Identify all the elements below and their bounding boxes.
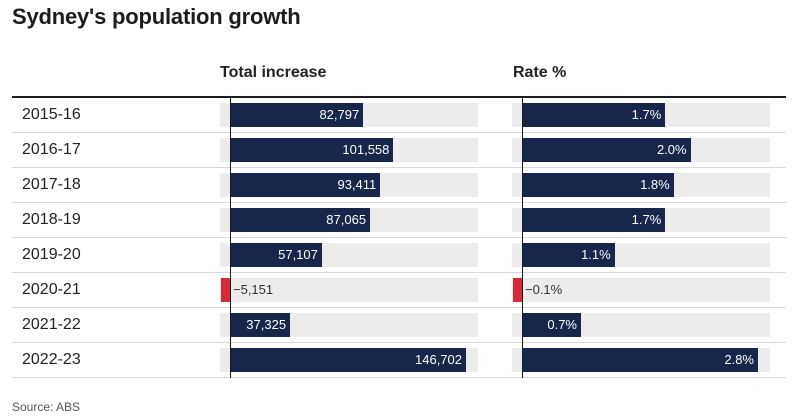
rate-value: 1.7% [631, 107, 662, 122]
table-row: 2018-19 87,065 1.7% [12, 203, 786, 238]
total-increase-track: 82,797 [220, 103, 478, 127]
year-label: 2016-17 [22, 141, 81, 158]
rate-bar [522, 173, 674, 197]
total-increase-value: 146,702 [415, 352, 462, 367]
chart-title: Sydney's population growth [12, 4, 301, 29]
table-row: 2022-23 146,702 2.8% [12, 343, 786, 378]
table-row: 2016-17 101,558 2.0% [12, 133, 786, 168]
year-label: 2019-20 [22, 246, 81, 263]
total-increase-bar [230, 103, 364, 127]
column-header-rate: Rate % [513, 64, 567, 81]
chart-rows: 2015-16 82,797 1.7% 2016-17 101,558 2.0% 2017-… [12, 98, 786, 378]
year-label: 2020-21 [22, 281, 81, 298]
total-increase-track: −5,151 [220, 278, 478, 302]
total-increase-value: −5,151 [233, 282, 274, 297]
total-increase-track: 101,558 [220, 138, 478, 162]
rate-track: 1.1% [512, 243, 770, 267]
rate-track: 2.0% [512, 138, 770, 162]
total-increase-bar [230, 313, 291, 337]
table-row: 2021-22 37,325 0.7% [12, 308, 786, 343]
rate-zero-line [522, 98, 523, 378]
table-row: 2019-20 57,107 1.1% [12, 238, 786, 273]
year-label: 2017-18 [22, 176, 81, 193]
total-increase-value: 101,558 [342, 142, 390, 157]
total-increase-value: 57,107 [278, 247, 318, 262]
rate-track: 1.8% [512, 173, 770, 197]
table-row: 2020-21 −5,151 −0.1% [12, 273, 786, 308]
rate-value: 2.0% [656, 142, 687, 157]
rate-value: 0.7% [547, 317, 577, 332]
rate-track: 1.7% [512, 103, 770, 127]
rate-value: 1.1% [581, 247, 611, 262]
rate-bar [522, 103, 666, 127]
rate-value: 2.8% [724, 352, 754, 367]
total-increase-value: 87,065 [326, 212, 367, 227]
total-increase-track: 87,065 [220, 208, 478, 232]
year-label: 2021-22 [22, 316, 81, 333]
rate-value: 1.7% [631, 212, 662, 227]
table-row: 2017-18 93,411 1.8% [12, 168, 786, 203]
total-increase-track: 37,325 [220, 313, 478, 337]
table-row: 2015-16 82,797 1.7% [12, 98, 786, 133]
rate-bar [522, 208, 666, 232]
rate-bar [522, 348, 758, 372]
total-increase-value: 93,411 [337, 177, 377, 192]
total-increase-bar [230, 243, 322, 267]
total-increase-zero-line [230, 98, 231, 378]
total-increase-value: 82,797 [319, 107, 360, 122]
year-label: 2015-16 [22, 106, 81, 123]
year-label: 2018-19 [22, 211, 81, 228]
column-header-total-increase: Total increase [220, 64, 327, 81]
total-increase-track: 93,411 [220, 173, 478, 197]
rate-track: −0.1% [512, 278, 770, 302]
rate-track: 2.8% [512, 348, 770, 372]
header-rule [12, 96, 786, 98]
total-increase-track: 57,107 [220, 243, 478, 267]
total-increase-bar [230, 173, 381, 197]
rate-bar [522, 243, 615, 267]
total-increase-track: 146,702 [220, 348, 478, 372]
total-increase-bar [230, 138, 394, 162]
rate-value: −0.1% [525, 282, 563, 297]
rate-track: 0.7% [512, 313, 770, 337]
source-note: Source: ABS [12, 400, 81, 414]
rate-value: 1.8% [640, 177, 670, 192]
rate-bar [522, 138, 691, 162]
total-increase-bar [230, 208, 371, 232]
rate-track: 1.7% [512, 208, 770, 232]
total-increase-value: 37,325 [246, 317, 287, 332]
rate-bar [522, 313, 581, 337]
total-increase-bar [230, 348, 466, 372]
year-label: 2022-23 [22, 351, 81, 368]
total-increase-bar [221, 278, 230, 302]
rate-bar [513, 278, 522, 302]
